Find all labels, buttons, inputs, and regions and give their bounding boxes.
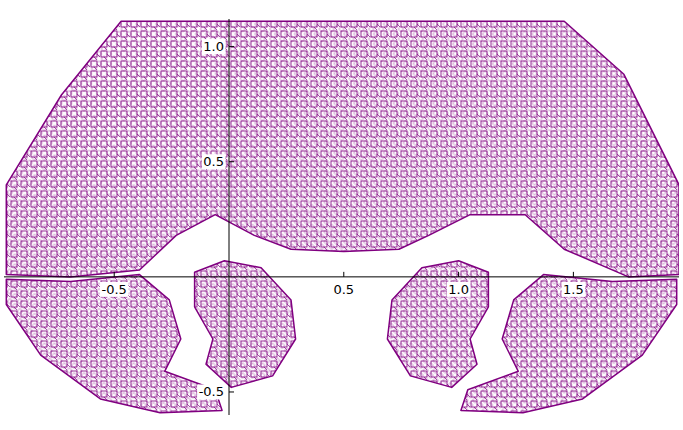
tick-label: 0.5	[203, 154, 224, 169]
x-tick	[114, 272, 115, 277]
label-ground	[332, 282, 356, 297]
fractal-region	[195, 261, 296, 388]
tick-label: -0.5	[199, 384, 224, 399]
fractal-region	[6, 21, 679, 277]
fractal-texture	[195, 261, 296, 388]
fractal-region	[461, 275, 677, 413]
label-ground	[100, 282, 128, 297]
label-ground	[202, 39, 226, 54]
x-tick	[573, 272, 574, 277]
x-tick	[458, 272, 459, 277]
fractal-region	[6, 275, 222, 413]
y-tick	[229, 391, 234, 392]
label-ground	[197, 384, 225, 399]
y-axis	[229, 19, 230, 415]
x-axis	[4, 276, 679, 277]
chart: -0.5 0.5 1.0 1.5 -0.5 0.5 1.0	[0, 0, 683, 430]
tick-label: -0.5	[102, 282, 127, 297]
tick-label: 1.5	[563, 282, 584, 297]
axes: -0.5 0.5 1.0 1.5 -0.5 0.5 1.0	[4, 19, 679, 415]
fractal-texture	[387, 261, 488, 388]
plot-area	[6, 21, 679, 412]
fractal-texture	[6, 275, 222, 413]
fractal-texture	[6, 21, 679, 277]
fractal-region	[387, 261, 488, 388]
y-tick	[229, 161, 234, 162]
label-ground	[202, 154, 226, 169]
tick-label: 1.0	[448, 282, 469, 297]
fractal-texture	[461, 275, 677, 413]
x-tick	[343, 272, 344, 277]
label-ground	[562, 282, 586, 297]
y-tick	[229, 46, 234, 47]
tick-label: 1.0	[203, 39, 224, 54]
tick-label: 0.5	[333, 282, 354, 297]
label-ground	[447, 282, 471, 297]
